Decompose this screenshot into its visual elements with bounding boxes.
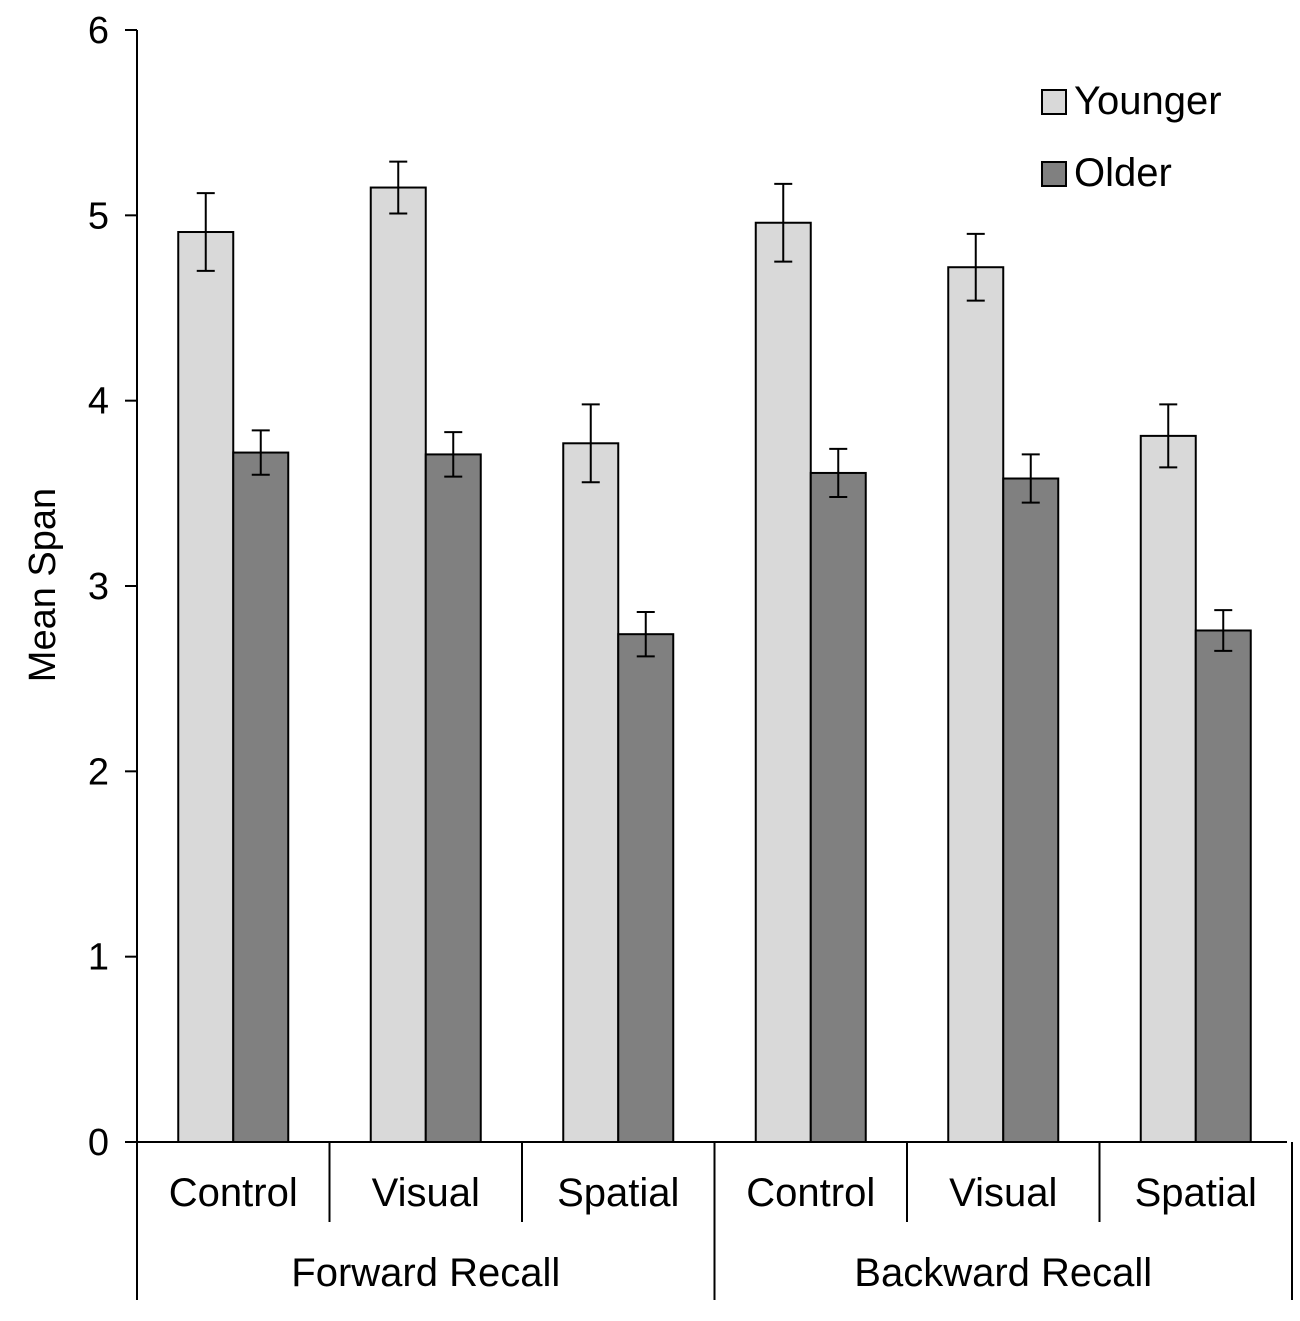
axes	[136, 30, 1293, 1300]
bar-older-visual	[424, 453, 482, 1143]
y-axis-label: Mean Span	[22, 488, 64, 682]
category-label: Control	[746, 1171, 875, 1215]
category-label: Control	[169, 1171, 298, 1215]
category-label: Spatial	[557, 1171, 679, 1215]
category-label: Visual	[949, 1171, 1057, 1215]
category-label: Visual	[372, 1171, 480, 1215]
y-tick-label: 0	[88, 1122, 109, 1164]
y-tick-label: 1	[88, 937, 109, 979]
legend-label-younger: Younger	[1074, 79, 1222, 123]
y-tick-label: 5	[88, 195, 109, 237]
bar-younger-spatial	[562, 442, 620, 1143]
y-tick-label: 4	[88, 381, 109, 423]
y-tick-label: 6	[88, 10, 109, 52]
group-label: Backward Recall	[854, 1251, 1152, 1295]
bar-older-spatial	[1194, 629, 1252, 1143]
bar-younger-control	[754, 221, 812, 1144]
legend-swatch-younger	[1041, 89, 1067, 115]
bars	[177, 186, 1252, 1144]
bar-older-spatial	[617, 633, 675, 1143]
legend: Younger Older	[1041, 79, 1222, 195]
error-bars	[196, 160, 1233, 658]
group-label: Forward Recall	[291, 1251, 560, 1295]
y-tick-label: 3	[88, 566, 109, 608]
category-labels: Control Visual Spatial Control Visual Spatial…	[169, 1171, 1257, 1295]
y-tick-label: 2	[88, 751, 109, 793]
y-axis-ticks: 0 1 2 3 4 5 6	[88, 10, 137, 1164]
bar-older-visual	[1002, 477, 1060, 1143]
category-label: Spatial	[1135, 1171, 1257, 1215]
bar-younger-visual	[947, 266, 1005, 1143]
bar-younger-control	[177, 231, 235, 1144]
bar-younger-visual	[369, 186, 427, 1144]
bar-older-control	[809, 471, 867, 1143]
legend-label-older: Older	[1074, 151, 1172, 195]
legend-swatch-older	[1041, 161, 1067, 187]
bar-younger-spatial	[1139, 434, 1197, 1143]
bar-older-control	[232, 451, 290, 1143]
